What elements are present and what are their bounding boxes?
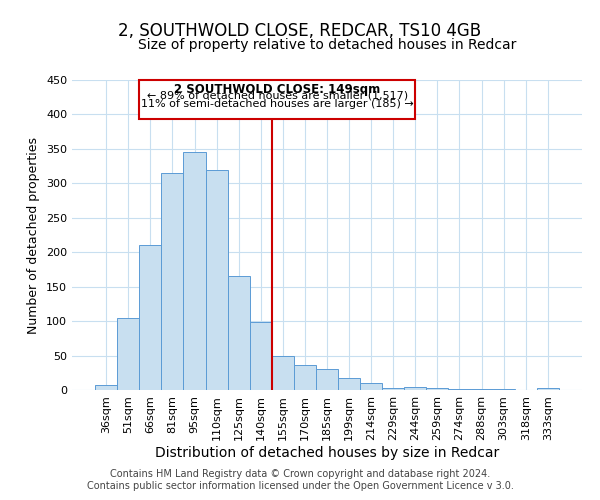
Text: 2, SOUTHWOLD CLOSE, REDCAR, TS10 4GB: 2, SOUTHWOLD CLOSE, REDCAR, TS10 4GB [118,22,482,40]
Bar [139,246,161,390]
Bar [537,388,559,390]
Bar [95,385,117,390]
Bar [206,170,227,390]
Bar [448,388,470,390]
Bar [117,318,139,390]
Text: ← 89% of detached houses are smaller (1,517): ← 89% of detached houses are smaller (1,… [147,90,408,101]
X-axis label: Distribution of detached houses by size in Redcar: Distribution of detached houses by size … [155,446,499,460]
FancyBboxPatch shape [139,80,415,120]
Bar [360,383,382,390]
Bar [250,322,272,390]
Bar [272,356,294,390]
Text: 11% of semi-detached houses are larger (185) →: 11% of semi-detached houses are larger (… [141,98,413,108]
Y-axis label: Number of detached properties: Number of detached properties [28,136,40,334]
Bar [161,173,184,390]
Text: Contains HM Land Registry data © Crown copyright and database right 2024.: Contains HM Land Registry data © Crown c… [110,469,490,479]
Bar [427,388,448,390]
Text: 2 SOUTHWOLD CLOSE: 149sqm: 2 SOUTHWOLD CLOSE: 149sqm [174,83,380,96]
Text: Contains public sector information licensed under the Open Government Licence v : Contains public sector information licen… [86,481,514,491]
Bar [338,378,360,390]
Bar [227,276,250,390]
Bar [404,386,427,390]
Bar [294,364,316,390]
Title: Size of property relative to detached houses in Redcar: Size of property relative to detached ho… [138,38,516,52]
Bar [382,388,404,390]
Bar [184,152,206,390]
Bar [316,370,338,390]
